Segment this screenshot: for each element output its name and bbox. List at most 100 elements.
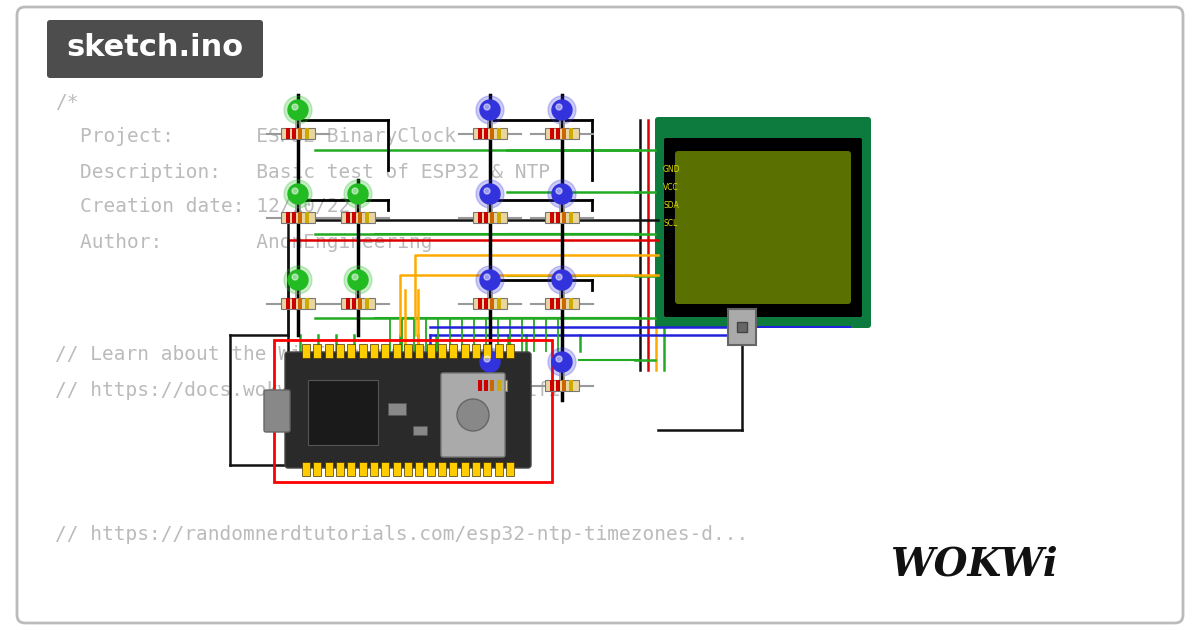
Bar — [497, 380, 502, 391]
Bar — [359, 462, 367, 476]
Bar — [347, 344, 355, 358]
Text: Author:        AnonEngineering: Author: AnonEngineering — [80, 232, 432, 251]
Circle shape — [476, 180, 504, 208]
Bar — [497, 298, 502, 309]
Bar — [358, 212, 362, 223]
Bar — [292, 128, 296, 139]
Bar — [490, 212, 494, 223]
Bar — [562, 380, 566, 391]
Bar — [415, 344, 424, 358]
Bar — [286, 298, 290, 309]
Bar — [427, 462, 434, 476]
FancyBboxPatch shape — [264, 390, 290, 432]
Bar — [404, 344, 412, 358]
Circle shape — [288, 270, 308, 290]
Bar — [427, 344, 434, 358]
Bar — [298, 298, 302, 309]
Text: sketch.ino: sketch.ino — [66, 33, 244, 62]
Bar — [478, 212, 482, 223]
Bar — [478, 380, 482, 391]
Bar — [473, 298, 508, 309]
Circle shape — [288, 184, 308, 204]
Bar — [305, 212, 310, 223]
FancyBboxPatch shape — [47, 20, 263, 78]
Bar — [569, 212, 574, 223]
Circle shape — [548, 348, 576, 376]
Bar — [325, 344, 332, 358]
Bar — [569, 128, 574, 139]
Text: GND: GND — [662, 166, 680, 175]
Bar — [473, 212, 508, 223]
Text: // https://docs.wokwi.com/guides/esp32-wifi: // https://docs.wokwi.com/guides/esp32-w… — [55, 381, 560, 399]
Text: WOKWi: WOKWi — [890, 546, 1057, 584]
Bar — [336, 344, 344, 358]
Bar — [484, 298, 488, 309]
Bar — [478, 128, 482, 139]
Bar — [556, 128, 560, 139]
Text: // Learn about the Wi-Fi simulation in: // Learn about the Wi-Fi simulation in — [55, 345, 502, 365]
FancyBboxPatch shape — [286, 352, 530, 468]
Bar — [550, 298, 554, 309]
Bar — [325, 462, 332, 476]
Bar — [336, 462, 344, 476]
Bar — [438, 462, 446, 476]
Bar — [352, 212, 356, 223]
Circle shape — [476, 96, 504, 124]
Bar — [449, 462, 457, 476]
Bar — [341, 212, 374, 223]
Bar — [490, 128, 494, 139]
Bar — [392, 344, 401, 358]
Bar — [484, 344, 491, 358]
Bar — [473, 128, 508, 139]
Circle shape — [480, 270, 500, 290]
Circle shape — [344, 266, 372, 294]
Bar — [497, 212, 502, 223]
Bar — [302, 462, 310, 476]
Circle shape — [457, 399, 490, 431]
Bar — [341, 298, 374, 309]
Circle shape — [284, 96, 312, 124]
Circle shape — [556, 274, 562, 280]
Circle shape — [484, 274, 490, 280]
Bar — [478, 298, 482, 309]
FancyBboxPatch shape — [17, 7, 1183, 623]
Bar — [438, 344, 446, 358]
Bar — [302, 344, 310, 358]
Bar — [308, 380, 378, 445]
Bar — [545, 380, 580, 391]
Bar — [281, 128, 314, 139]
Circle shape — [552, 270, 572, 290]
Bar — [490, 380, 494, 391]
FancyBboxPatch shape — [664, 138, 862, 317]
Bar — [292, 298, 296, 309]
Bar — [313, 344, 322, 358]
Bar — [728, 309, 756, 345]
Bar — [556, 212, 560, 223]
Circle shape — [284, 180, 312, 208]
Circle shape — [348, 270, 368, 290]
Bar — [545, 212, 580, 223]
Bar — [346, 298, 350, 309]
Bar — [484, 462, 491, 476]
Bar — [365, 212, 370, 223]
Circle shape — [556, 188, 562, 194]
Circle shape — [352, 188, 358, 194]
Bar — [415, 462, 424, 476]
Circle shape — [556, 104, 562, 110]
Bar — [382, 344, 389, 358]
Bar — [569, 298, 574, 309]
Text: /*: /* — [55, 93, 78, 112]
Circle shape — [480, 184, 500, 204]
Text: VCC: VCC — [662, 183, 679, 193]
Bar — [484, 380, 488, 391]
Bar — [461, 344, 469, 358]
Bar — [545, 128, 580, 139]
Bar — [298, 128, 302, 139]
Bar — [365, 298, 370, 309]
Bar — [352, 298, 356, 309]
Bar — [472, 462, 480, 476]
Circle shape — [284, 266, 312, 294]
Circle shape — [288, 100, 308, 120]
Bar — [494, 344, 503, 358]
Bar — [346, 212, 350, 223]
